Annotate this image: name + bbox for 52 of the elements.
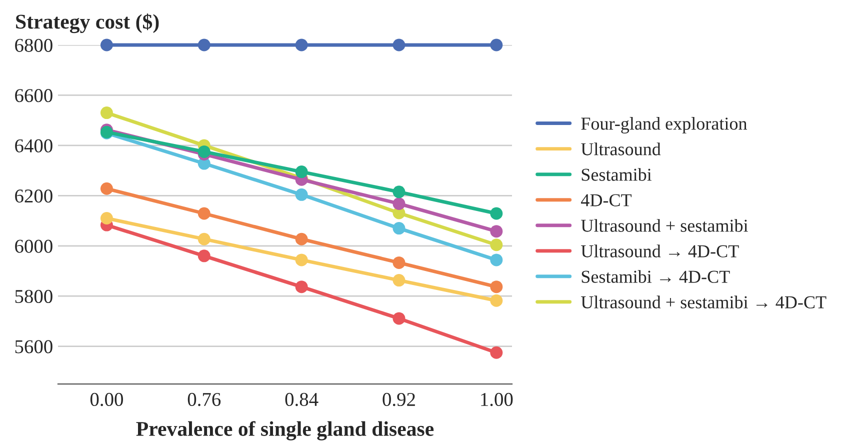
point bbox=[392, 38, 406, 52]
legend-label: 4D-CT bbox=[581, 194, 632, 206]
y-tick-label: 5800 bbox=[15, 290, 52, 304]
point bbox=[100, 38, 113, 52]
y-tick-label: 6200 bbox=[15, 189, 52, 203]
y-tick-label: 6600 bbox=[15, 89, 52, 102]
point bbox=[295, 280, 308, 294]
point bbox=[198, 145, 210, 158]
point bbox=[100, 212, 113, 225]
point bbox=[490, 38, 503, 52]
y-tick-label: 6400 bbox=[15, 139, 52, 152]
legend-label: Sestamibi → 4D-CT bbox=[582, 270, 730, 283]
point bbox=[198, 207, 210, 220]
x-axis-title: Prevalence of single gland disease bbox=[136, 421, 434, 440]
legend-label: Ultrasound bbox=[581, 142, 661, 156]
point bbox=[100, 182, 113, 195]
point bbox=[295, 232, 308, 246]
y-tick-label: 6800 bbox=[15, 38, 52, 52]
point bbox=[198, 38, 210, 52]
y-tick-label: 5600 bbox=[15, 340, 52, 354]
point bbox=[295, 254, 308, 266]
point bbox=[198, 250, 210, 262]
point bbox=[100, 106, 113, 120]
x-tick-label: 1.00 bbox=[481, 392, 513, 406]
point bbox=[490, 254, 503, 266]
y-tick-label: 6000 bbox=[15, 240, 52, 253]
x-tick-label: 0.00 bbox=[90, 392, 123, 406]
y-axis-title: Strategy cost ($) bbox=[16, 13, 159, 34]
point bbox=[490, 238, 503, 252]
point bbox=[490, 346, 503, 359]
point bbox=[392, 222, 406, 235]
point bbox=[490, 294, 503, 307]
point bbox=[490, 225, 503, 238]
point bbox=[198, 232, 210, 246]
legend-label: Sestamibi bbox=[582, 168, 652, 181]
point bbox=[392, 197, 406, 210]
x-tick-label: 0.76 bbox=[188, 392, 221, 406]
point bbox=[392, 274, 406, 287]
point bbox=[295, 166, 308, 178]
legend-label: Ultrasound + sestamibi bbox=[581, 219, 748, 232]
legend-label: Ultrasound + sestamibi → 4D-CT bbox=[581, 296, 826, 308]
point bbox=[295, 38, 308, 52]
point bbox=[490, 207, 503, 220]
x-tick-label: 0.84 bbox=[285, 392, 318, 406]
point bbox=[392, 256, 406, 269]
point bbox=[490, 280, 503, 294]
legend-label: Ultrasound → 4D-CT bbox=[581, 244, 739, 258]
point bbox=[392, 312, 406, 325]
point bbox=[392, 186, 406, 198]
point bbox=[295, 188, 308, 201]
legend-label: Four-gland exploration bbox=[581, 117, 748, 134]
x-tick-label: 0.92 bbox=[382, 392, 415, 406]
